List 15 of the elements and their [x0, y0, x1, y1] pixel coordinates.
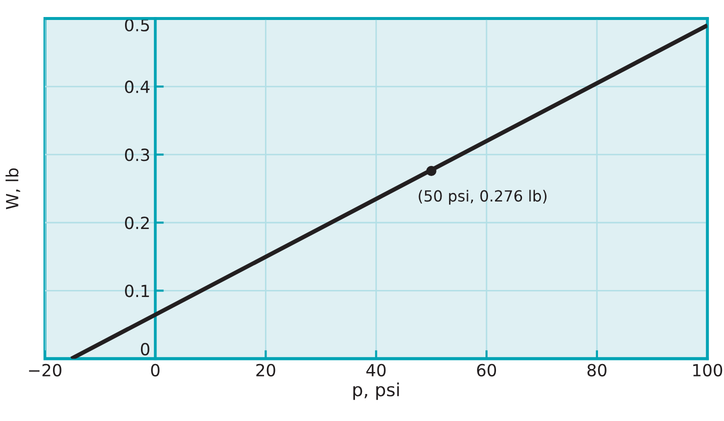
x-tick-label: 0: [151, 364, 160, 376]
x-tick-label: 60: [477, 364, 496, 376]
y-tick-label: 0.4: [125, 80, 150, 94]
y-tick-label: 0.2: [125, 216, 149, 230]
y-tick-label: 0.1: [125, 284, 149, 298]
x-tick-label: 20: [256, 364, 276, 376]
annotation: (50 psi, 0.276 lb): [418, 190, 546, 205]
x-tick-label: −20: [29, 364, 62, 376]
x-tick-label: 40: [366, 364, 386, 376]
y-axis-title: W, lb: [6, 168, 20, 210]
x-tick-label: 100: [693, 364, 722, 376]
y-tick-label: 0: [140, 342, 150, 356]
x-tick-label: 80: [587, 364, 606, 376]
x-axis-title: p, psi: [353, 382, 399, 400]
y-tick-label: 0.3: [125, 148, 150, 162]
